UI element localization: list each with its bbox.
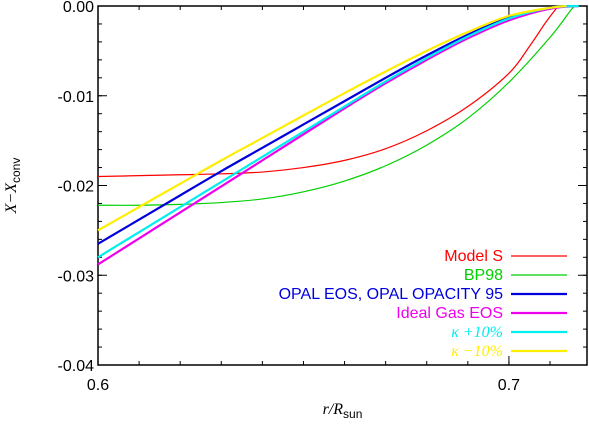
y-tick-label: 0.00 xyxy=(63,0,94,16)
legend-label: Model S xyxy=(444,248,503,265)
x-axis-label: r/Rsun xyxy=(323,401,363,421)
x-tick-label: 0.7 xyxy=(498,377,520,394)
x-tick-label: 0.6 xyxy=(87,377,109,394)
series-line xyxy=(97,4,567,232)
legend-label: Ideal Gas EOS xyxy=(396,305,503,322)
x-axis-label-main: r/R xyxy=(323,401,344,418)
x-axis-label-sub: sun xyxy=(343,407,362,421)
ticks xyxy=(97,5,587,366)
series-line xyxy=(97,4,579,259)
y-axis-label-main: X−X xyxy=(3,182,20,215)
y-axis-label: X−Xconv xyxy=(3,158,23,215)
y-tick-label: -0.01 xyxy=(58,89,95,106)
legend-label: BP98 xyxy=(464,267,503,284)
plot-frame xyxy=(97,5,588,366)
legend-label: κ +10% xyxy=(451,324,503,341)
legend-label: κ −10% xyxy=(451,343,503,360)
y-axis-label-sub: conv xyxy=(9,158,23,183)
series-line xyxy=(97,4,575,245)
series-line xyxy=(97,5,559,178)
legend: Model S BP98 OPAL EOS, OPAL OPACITY 95 Idea… xyxy=(279,248,567,360)
y-tick-label: -0.03 xyxy=(58,268,95,285)
y-tick-label: -0.04 xyxy=(58,358,95,375)
series-lines xyxy=(97,4,579,266)
tick-labels: 0.00 -0.01 -0.02 -0.03 -0.04 0.6 0.7 xyxy=(58,0,521,394)
series-line xyxy=(97,4,579,266)
legend-label: OPAL EOS, OPAL OPACITY 95 xyxy=(279,286,503,303)
y-tick-label: -0.02 xyxy=(58,179,95,196)
